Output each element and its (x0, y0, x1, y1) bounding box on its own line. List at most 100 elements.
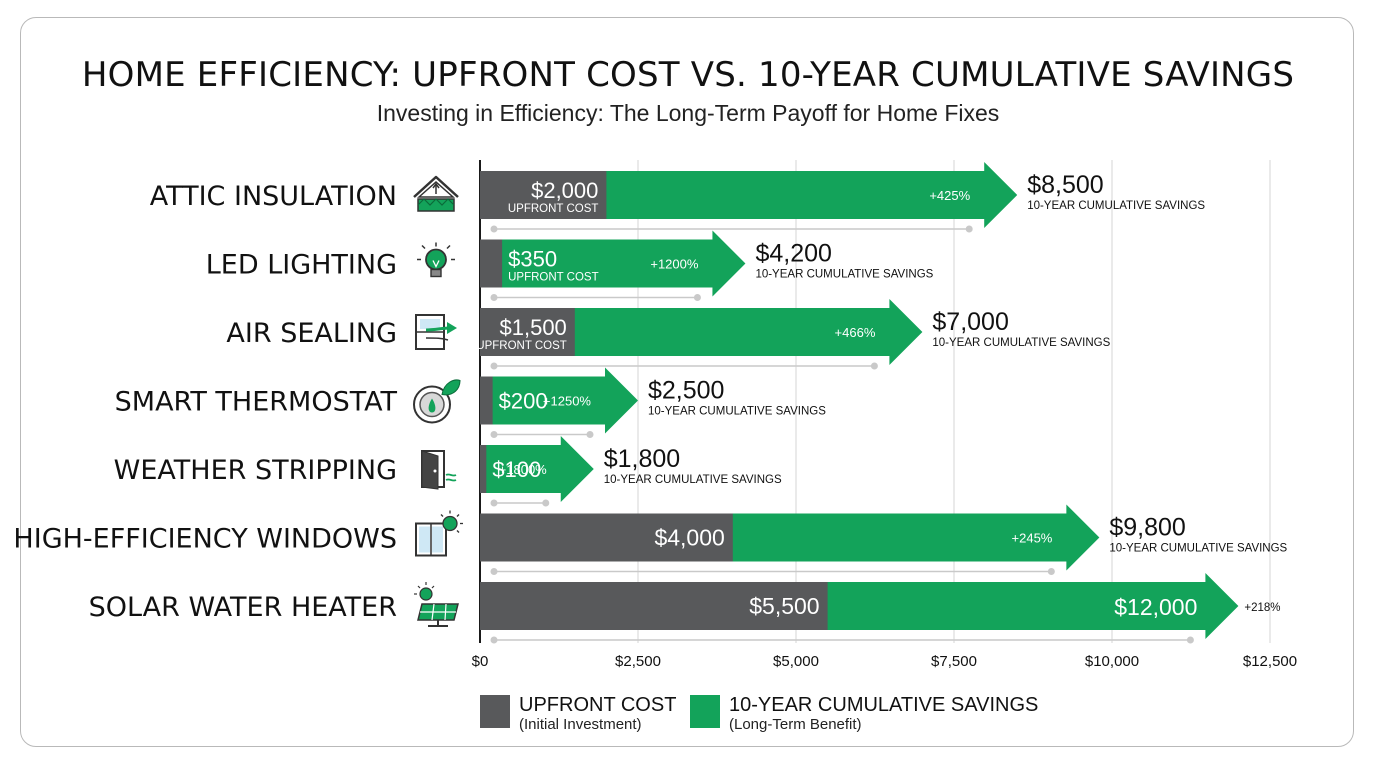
savings-caption-led-lighting: 10-YEAR CUMULATIVE SAVINGS (755, 269, 933, 281)
savings-caption-air-sealing: 10-YEAR CUMULATIVE SAVINGS (932, 337, 1110, 349)
window-airflow-icon (415, 314, 457, 350)
savings-value-attic-insulation: $8,500 (1027, 171, 1103, 199)
upfront-bar-high-efficiency-windows (480, 513, 733, 562)
upfront-bar-solar-water-heater (480, 582, 828, 630)
reference-dot (490, 499, 498, 507)
savings-bar-attic-insulation (480, 162, 1018, 228)
light-ray (421, 244, 426, 250)
sun (442, 515, 458, 532)
sun-ray (417, 585, 421, 589)
percent-label-high-efficiency-windows: +245% (1012, 531, 1053, 546)
upfront-bar-smart-thermostat (480, 376, 493, 425)
upfront-caption-led-lighting: UPFRONT COST (508, 272, 599, 284)
savings-bar-led-lighting (480, 230, 746, 297)
upfront-bar-attic-insulation (480, 171, 607, 219)
window-sun-icon (415, 510, 463, 557)
reference-dot (965, 225, 973, 233)
sun-ray (440, 514, 444, 517)
x-tick-label: $0 (472, 653, 489, 670)
sun-ray (456, 530, 460, 533)
reference-dot (870, 362, 878, 370)
x-tick-label: $12,500 (1243, 653, 1297, 670)
savings-value-weather-stripping: $1,800 (604, 445, 680, 473)
category-label-attic-insulation: ATTIC INSULATION (150, 181, 397, 212)
chart-title: HOME EFFICIENCY: UPFRONT COST VS. 10-YEA… (81, 55, 1295, 95)
percent-label-solar-water-heater: +218% (1244, 602, 1280, 614)
roof (413, 175, 459, 198)
legend-subtitle-savings: (Long-Term Benefit) (729, 716, 862, 733)
savings-bar-weather-stripping (480, 436, 594, 502)
legend-item-savings: 10-YEAR CUMULATIVE SAVINGS (Long-Term Be… (690, 695, 1038, 734)
sun-ray (456, 514, 460, 517)
reference-dot (1047, 568, 1055, 575)
door-icon (421, 450, 457, 490)
airflow-arrow (447, 322, 457, 334)
chart-subtitle: Investing in Efficiency: The Long-Term P… (376, 100, 1000, 126)
upfront-value-solar-water-heater: $5,500 (749, 593, 819, 619)
light-ray (446, 244, 451, 250)
savings-value-led-lighting: $4,200 (755, 240, 831, 268)
reference-dot (1186, 636, 1194, 644)
category-label-weather-stripping: WEATHER STRIPPING (114, 455, 397, 486)
reference-dot (490, 568, 498, 575)
reference-dot (490, 431, 498, 438)
percent-label-air-sealing: +466% (835, 325, 876, 340)
savings-bar-air-sealing (480, 299, 923, 365)
reference-dot (490, 225, 498, 233)
insulation-pattern (417, 198, 455, 206)
legend-swatch-savings (690, 695, 720, 728)
category-label-led-lighting: LED LIGHTING (206, 250, 397, 281)
reference-dot (586, 431, 594, 438)
x-tick-label: $10,000 (1085, 653, 1139, 670)
upfront-bar-air-sealing (480, 308, 575, 356)
window-pane-right (432, 526, 443, 553)
savings-caption-smart-thermostat: 10-YEAR CUMULATIVE SAVINGS (648, 406, 826, 418)
draft-lines (445, 473, 457, 482)
legend-title-savings: 10-YEAR CUMULATIVE SAVINGS (729, 694, 1039, 716)
door-knob (433, 469, 437, 473)
bulb-base (430, 268, 442, 278)
upfront-value-led-lighting: $350 (508, 247, 557, 272)
window-pane (420, 319, 440, 329)
percent-label-attic-insulation: +425% (929, 188, 970, 203)
savings-value-smart-thermostat: $2,500 (648, 377, 724, 405)
savings-caption-attic-insulation: 10-YEAR CUMULATIVE SAVINGS (1027, 200, 1205, 212)
legend-item-upfront: UPFRONT COST (Initial Investment) (480, 695, 676, 734)
upfront-bar-weather-stripping (480, 445, 487, 493)
x-tick-label: $5,000 (773, 653, 819, 670)
legend-swatch-upfront (480, 695, 510, 728)
lightbulb-icon (417, 242, 455, 278)
reference-dot (542, 499, 550, 507)
reference-dot (490, 362, 498, 370)
savings-value-air-sealing: $7,000 (932, 308, 1008, 336)
reference-dot (693, 294, 701, 301)
insulation (417, 198, 455, 212)
savings-caption-weather-stripping: 10-YEAR CUMULATIVE SAVINGS (604, 474, 782, 486)
category-label-solar-water-heater: SOLAR WATER HEATER (89, 592, 397, 623)
bulb-filament (432, 260, 440, 268)
airflow-2 (425, 337, 449, 341)
savings-bar-smart-thermostat (480, 367, 638, 434)
upfront-value-high-efficiency-windows: $4,000 (654, 525, 724, 551)
upfront-value-weather-stripping: $100 (492, 457, 541, 482)
category-label-smart-thermostat: SMART THERMOSTAT (115, 387, 398, 418)
upfront-caption-air-sealing: UPFRONT COST (476, 340, 567, 352)
upfront-caption-attic-insulation: UPFRONT COST (508, 203, 599, 215)
upfront-value-attic-insulation: $2,000 (531, 178, 598, 203)
x-tick-label: $2,500 (615, 653, 661, 670)
legend-subtitle-upfront: (Initial Investment) (519, 716, 642, 733)
savings-caption-high-efficiency-windows: 10-YEAR CUMULATIVE SAVINGS (1109, 543, 1287, 555)
arrow-head (432, 182, 440, 189)
thermostat-leaf-icon (413, 379, 461, 424)
upfront-bar-led-lighting (480, 239, 503, 288)
window-pane-left (419, 526, 430, 553)
percent-label-led-lighting: +1200% (650, 257, 699, 272)
solar-panel-icon (414, 582, 459, 627)
savings-value-solar-water-heater: $12,000 (1114, 594, 1197, 620)
door-leaf (421, 450, 439, 490)
percent-label-smart-thermostat: +1250% (543, 394, 592, 409)
category-label-air-sealing: AIR SEALING (226, 318, 397, 349)
legend-title-upfront: UPFRONT COST (519, 694, 677, 716)
panel-grid (420, 603, 456, 621)
